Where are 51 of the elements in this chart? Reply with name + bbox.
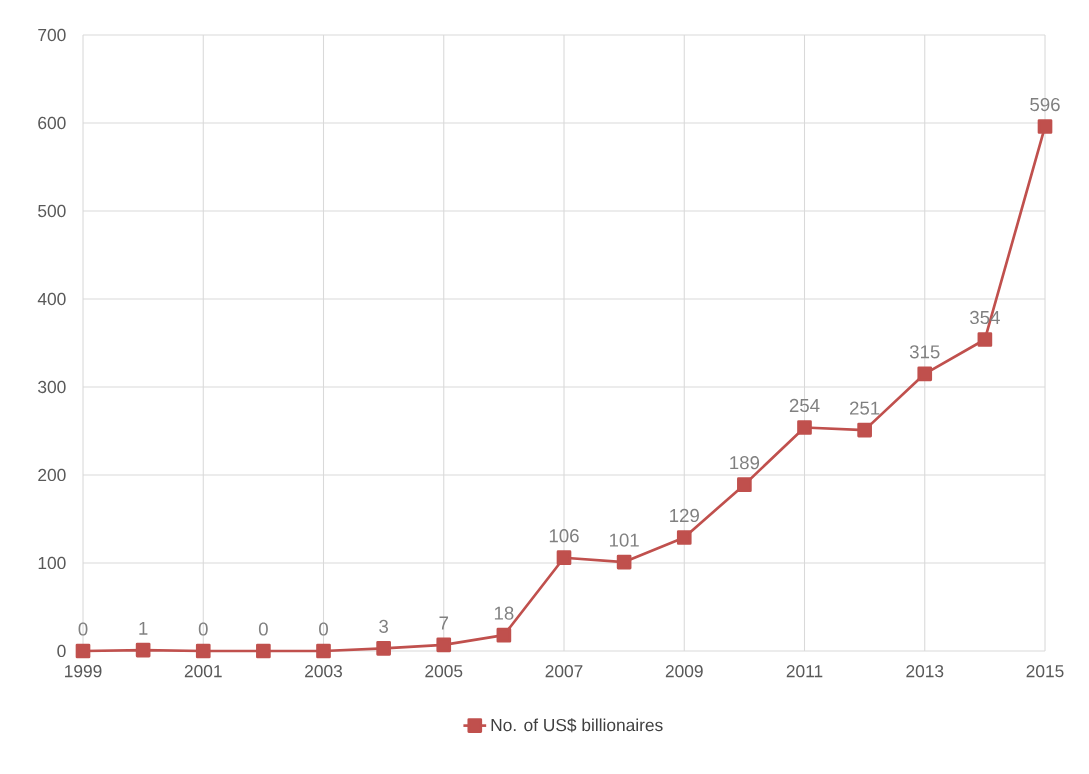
point — [256, 643, 271, 659]
y-tick-label: 600 — [38, 116, 66, 130]
data-label: 7 — [439, 616, 449, 630]
point — [556, 550, 572, 566]
data-label: 189 — [730, 456, 760, 470]
point — [376, 641, 391, 656]
data-label: 254 — [789, 398, 820, 413]
point — [75, 643, 91, 659]
x-tick-label: 2005 — [425, 665, 463, 678]
data-label: 129 — [670, 508, 699, 523]
point — [195, 643, 211, 659]
y-tick-label: 700 — [38, 28, 66, 42]
y-tick-label: 100 — [38, 556, 66, 570]
data-label: 0 — [78, 622, 88, 636]
data-label: 3 — [379, 619, 388, 633]
point — [616, 554, 632, 570]
point — [737, 477, 752, 493]
y-tick-label: 500 — [38, 204, 66, 218]
point — [1037, 119, 1053, 134]
data-label: 596 — [1030, 97, 1060, 112]
point — [135, 642, 151, 658]
x-tick-label: 2011 — [786, 665, 823, 678]
x-tick-label: 2003 — [305, 665, 343, 678]
data-label: 0 — [319, 622, 328, 636]
data-label: 1 — [139, 621, 148, 635]
x-tick-label: 2007 — [545, 665, 583, 678]
data-label: 0 — [198, 622, 208, 636]
x-tick-label: 2001 — [184, 665, 222, 678]
data-label: 251 — [850, 401, 880, 415]
data-label: 106 — [549, 529, 579, 543]
data-label: 315 — [909, 345, 940, 359]
x-tick-label: 2015 — [1026, 665, 1064, 678]
point — [797, 420, 812, 435]
y-tick-label: 400 — [37, 292, 66, 306]
data-label: 101 — [609, 533, 639, 547]
data-label: 18 — [494, 606, 514, 620]
y-tick-label: 200 — [38, 468, 66, 482]
x-tick-label: 2013 — [906, 665, 944, 678]
x-tick-label: 2009 — [665, 665, 703, 678]
data-label: 0 — [258, 622, 268, 636]
point — [316, 643, 331, 659]
point — [436, 637, 452, 653]
point — [977, 332, 993, 347]
point — [917, 366, 933, 382]
point — [857, 422, 872, 438]
legend-label: No. of US$ billionaires — [491, 718, 663, 733]
point — [676, 530, 692, 545]
y-tick-label: 300 — [38, 380, 66, 394]
y-tick-label: 0 — [57, 644, 66, 658]
point — [496, 627, 512, 643]
x-tick-label: 1999 — [65, 665, 102, 678]
